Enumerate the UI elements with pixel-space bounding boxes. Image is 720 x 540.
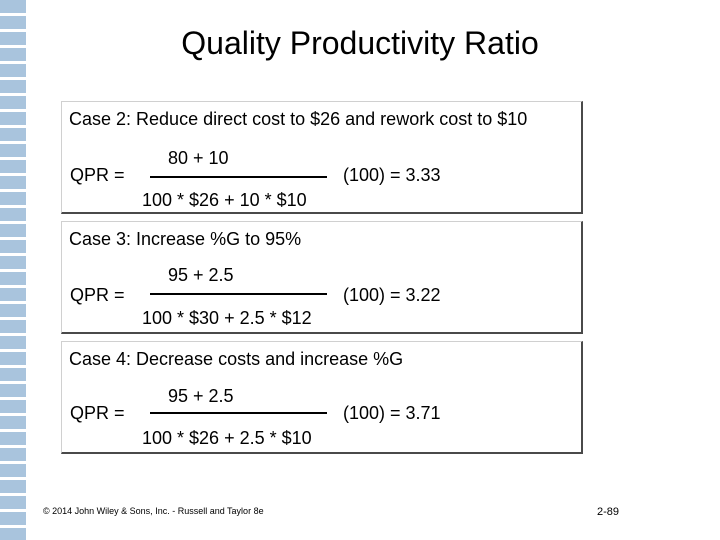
case-4-result: (100) = 3.71	[343, 403, 441, 423]
case-2-box: Case 2: Reduce direct cost to $26 and re…	[61, 101, 583, 214]
case-3-fraction-bar	[150, 293, 327, 295]
case-4-denominator: 100 * $26 + 2.5 * $10	[142, 428, 312, 448]
case-4-heading: Case 4: Decrease costs and increase %G	[69, 349, 404, 369]
case-3-result: (100) = 3.22	[343, 285, 441, 305]
case-2-fraction-bar	[150, 176, 327, 178]
copyright-footer: © 2014 John Wiley & Sons, Inc. - Russell…	[43, 506, 264, 516]
page-number: 2-89	[597, 506, 620, 518]
case-4-fraction-bar	[150, 412, 327, 414]
case-3-box: Case 3: Increase %G to 95% QPR = 95 + 2.…	[61, 221, 583, 334]
case-3-qpr-label: QPR =	[70, 285, 125, 305]
case-2-numerator: 80 + 10	[168, 148, 229, 168]
case-2-heading: Case 2: Reduce direct cost to $26 and re…	[69, 109, 528, 129]
decorative-side-stripes	[0, 0, 26, 540]
slide-title: Quality Productivity Ratio	[181, 25, 539, 61]
case-4-numerator: 95 + 2.5	[168, 386, 234, 406]
case-3-numerator: 95 + 2.5	[168, 265, 234, 285]
case-4-qpr-label: QPR =	[70, 403, 125, 423]
case-2-qpr-label: QPR =	[70, 165, 125, 185]
case-3-heading: Case 3: Increase %G to 95%	[69, 229, 302, 249]
case-3-denominator: 100 * $30 + 2.5 * $12	[142, 308, 312, 328]
case-4-box: Case 4: Decrease costs and increase %G Q…	[61, 341, 583, 454]
case-2-result: (100) = 3.33	[343, 165, 441, 185]
case-2-denominator: 100 * $26 + 10 * $10	[142, 190, 307, 210]
